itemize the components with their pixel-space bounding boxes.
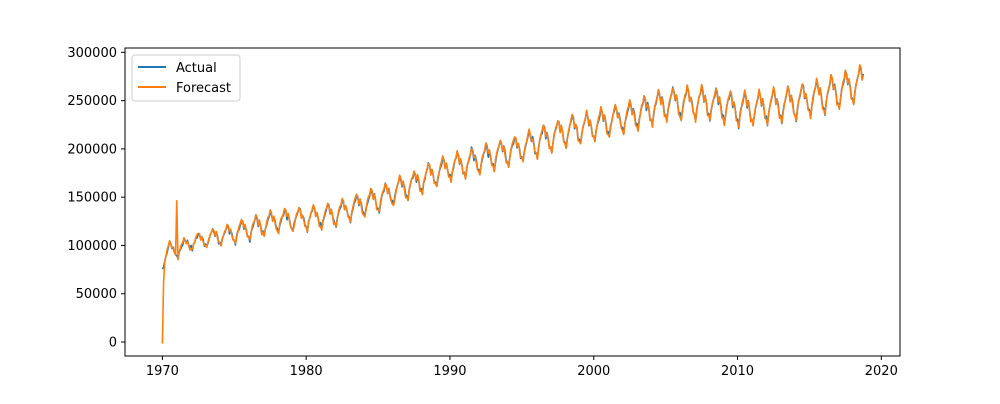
x-axis: 1970 1980 1990 2000 2010 2020 — [146, 356, 898, 379]
y-tick-label: 50000 — [76, 287, 117, 302]
y-tick-label: 250000 — [67, 94, 117, 109]
x-tick-label: 1970 — [146, 364, 179, 379]
legend-label-forecast: Forecast — [176, 81, 231, 96]
x-tick-label: 2010 — [721, 364, 754, 379]
y-tick-label: 150000 — [67, 191, 117, 206]
legend-label-actual: Actual — [176, 61, 217, 76]
legend: Actual Forecast — [131, 54, 241, 102]
series-layer — [161, 63, 865, 344]
y-axis: 0 50000 100000 150000 200000 250000 300000 — [67, 46, 125, 351]
x-tick-label: 2000 — [577, 364, 610, 379]
plot-frame — [124, 47, 901, 357]
y-tick-label: 200000 — [67, 142, 117, 157]
x-tick-label: 2020 — [865, 364, 898, 379]
y-tick-label: 0 — [109, 336, 117, 351]
y-tick-label: 100000 — [67, 239, 117, 254]
x-tick-label: 1990 — [433, 364, 466, 379]
y-tick-label: 300000 — [67, 46, 117, 61]
x-tick-label: 1980 — [290, 364, 323, 379]
axes-layer — [124, 47, 901, 357]
series-line-forecast — [161, 63, 865, 344]
